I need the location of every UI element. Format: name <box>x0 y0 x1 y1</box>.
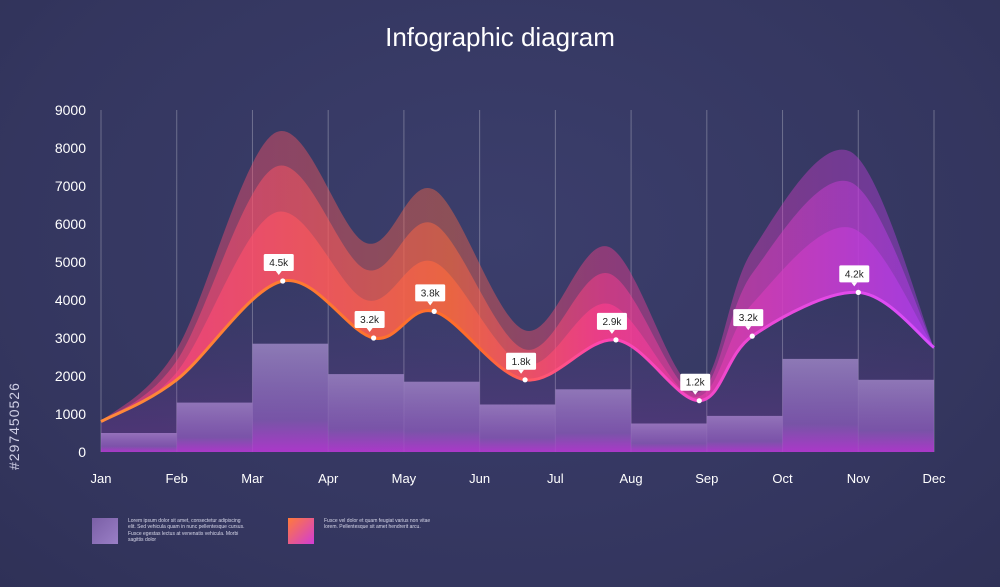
value-callout: 4.5k <box>263 254 294 275</box>
value-callout-label: 3.2k <box>739 313 759 324</box>
x-tick-label: Aug <box>620 471 643 486</box>
x-tick-label: Jan <box>91 471 112 486</box>
side-id-text: #297450526 <box>6 382 22 470</box>
y-tick-label: 9000 <box>55 102 86 118</box>
x-tick-label: Dec <box>922 471 946 486</box>
value-callout-label: 3.8k <box>421 288 441 299</box>
data-point <box>522 377 528 383</box>
data-point <box>371 335 377 341</box>
x-tick-label: Sep <box>695 471 718 486</box>
x-tick-label: Oct <box>772 471 793 486</box>
value-callout: 1.2k <box>680 373 711 395</box>
x-tick-label: Jun <box>469 471 490 486</box>
value-callout: 3.8k <box>415 284 446 306</box>
legend-text-bars: Lorem ipsum dolor sit amet, consectetur … <box>128 518 245 543</box>
y-tick-label: 1000 <box>55 406 86 422</box>
value-callout-label: 2.9k <box>602 317 622 328</box>
value-callout-label: 4.5k <box>269 258 289 269</box>
value-callout-label: 1.2k <box>686 378 706 389</box>
data-point <box>431 308 437 314</box>
data-point <box>855 289 861 295</box>
y-tick-label: 5000 <box>55 254 86 270</box>
legend-swatch-bars <box>92 518 118 544</box>
data-point <box>280 278 286 284</box>
y-tick-label: 6000 <box>55 216 86 232</box>
value-callout: 2.9k <box>596 312 627 334</box>
line-area-fill <box>101 280 934 452</box>
x-tick-label: Feb <box>166 471 188 486</box>
value-callout-label: 1.8k <box>512 357 532 368</box>
legend-text-curves: Fusce vel dolor et quam feugiat varius n… <box>324 518 431 531</box>
value-callout: 4.2k <box>839 265 870 287</box>
x-tick-label: Jul <box>547 471 564 486</box>
data-point <box>696 398 702 404</box>
value-callout: 3.2k <box>354 311 385 332</box>
data-point <box>613 337 619 343</box>
x-tick-label: May <box>392 471 417 486</box>
data-point <box>749 333 755 339</box>
legend-item-curves: Fusce vel dolor et quam feugiat varius n… <box>288 518 444 544</box>
value-callout-label: 4.2k <box>845 269 865 280</box>
legend-swatch-curves <box>288 518 314 544</box>
value-callout-label: 3.2k <box>360 315 380 326</box>
legend-item-bars: Lorem ipsum dolor sit amet, consectetur … <box>92 518 248 544</box>
y-tick-label: 8000 <box>55 140 86 156</box>
y-tick-label: 3000 <box>55 330 86 346</box>
value-callout: 3.2k <box>733 309 764 331</box>
y-tick-label: 0 <box>78 444 86 460</box>
y-tick-label: 2000 <box>55 368 86 384</box>
x-tick-label: Nov <box>847 471 871 486</box>
x-tick-label: Apr <box>318 471 339 486</box>
y-tick-label: 7000 <box>55 178 86 194</box>
chart-title: Infographic diagram <box>385 22 615 52</box>
value-callout: 1.8k <box>506 352 537 374</box>
x-tick-label: Mar <box>241 471 264 486</box>
y-tick-label: 4000 <box>55 292 86 308</box>
